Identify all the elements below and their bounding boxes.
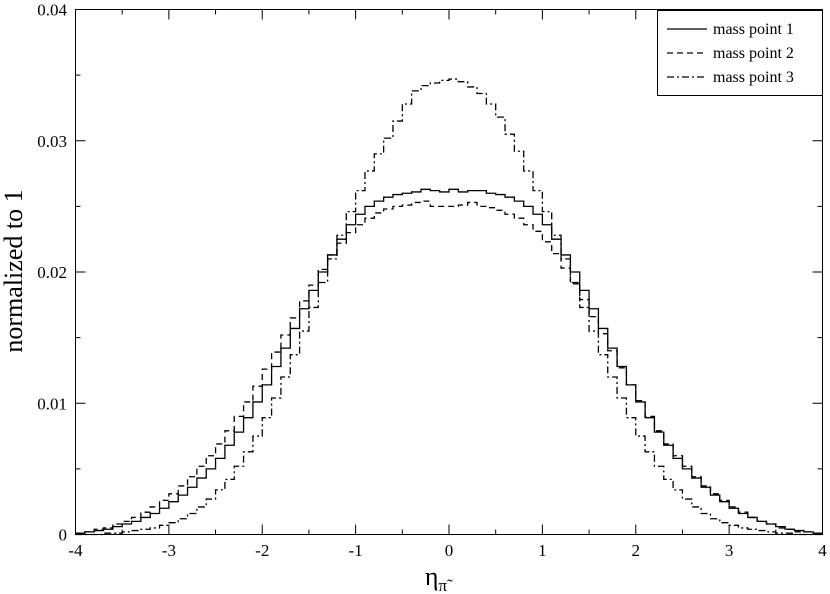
legend-label-mass-point-2: mass point 2: [713, 45, 794, 62]
y-tick-label: 0.02: [37, 263, 67, 282]
series-line-mass-point-3: [75, 78, 823, 536]
legend-label-mass-point-3: mass point 3: [713, 69, 794, 86]
x-tick-label: -3: [162, 541, 176, 560]
y-tick-label: 0.01: [37, 394, 67, 413]
x-tick-label: -1: [349, 541, 363, 560]
series-layer: [75, 78, 823, 536]
x-tick-label: 0: [445, 541, 454, 560]
x-tick-label: 3: [725, 541, 734, 560]
series-line-mass-point-2: [75, 200, 823, 534]
y-tick-label: 0.04: [37, 1, 67, 20]
x-axis-label-main: η: [425, 562, 439, 591]
y-tick-label: 0.03: [37, 132, 67, 151]
x-tick-label: -4: [68, 541, 83, 560]
x-tick-label: -2: [255, 541, 269, 560]
tick-layer: -4 -3 -2 -1 0 1 2 3 4 0 0.01 0.02 0.03 0.04: [37, 1, 827, 561]
x-tick-label: 4: [818, 541, 827, 560]
legend-label-mass-point-1: mass point 1: [713, 21, 794, 38]
x-tick-label: 2: [632, 541, 641, 560]
legend: mass point 1 mass point 2 mass point 3: [657, 10, 823, 96]
y-axis-label: normalized to 1: [0, 189, 28, 352]
y-tick-label: 0: [59, 526, 68, 545]
x-tick-label: 1: [538, 541, 547, 560]
legend-box: [657, 10, 823, 96]
series-line-mass-point-1: [75, 188, 823, 534]
